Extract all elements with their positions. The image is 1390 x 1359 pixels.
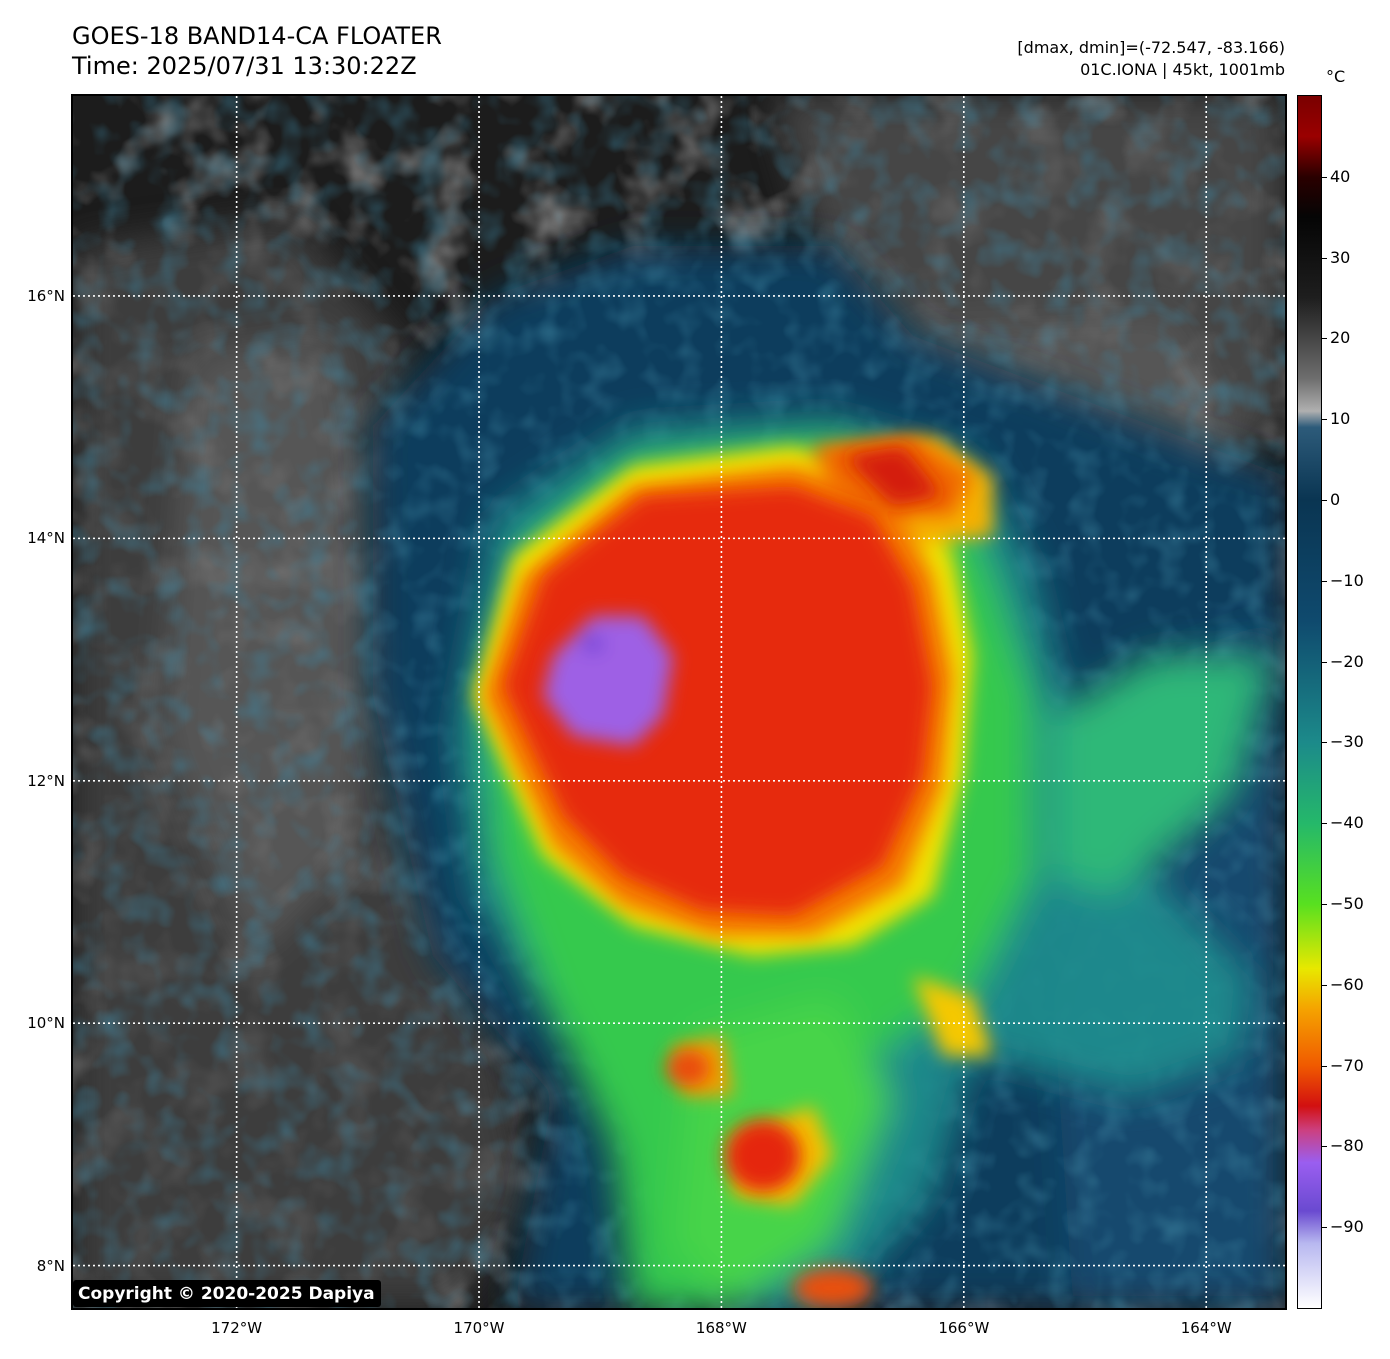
storm-info: 01C.IONA | 45kt, 1001mb (1080, 60, 1285, 79)
dmax-dmin-readout: [dmax, dmin]=(-72.547, -83.166) (1017, 38, 1285, 57)
longitude-label: 172°W (211, 1319, 263, 1337)
colorbar-label: 40 (1330, 166, 1351, 186)
colorbar-tick (1322, 1227, 1327, 1229)
colorbar-label: −80 (1330, 1136, 1364, 1156)
colorbar-label: 0 (1330, 490, 1341, 509)
colorbar-tick (1322, 823, 1327, 825)
colorbar-tick (1322, 1065, 1327, 1067)
colorbar-label: −90 (1330, 1217, 1364, 1237)
infrared-imagery (73, 96, 1285, 1308)
colorbar-tick (1322, 500, 1327, 501)
map-title: GOES-18 BAND14-CA FLOATER (72, 22, 442, 50)
colorbar-tick (1322, 580, 1327, 582)
colorbar-tick (1322, 419, 1327, 421)
latitude-label: 16°N (27, 286, 65, 305)
colorbar-label: −10 (1330, 570, 1364, 590)
colorbar-tick (1322, 1146, 1327, 1148)
colorbar-tick (1322, 661, 1327, 663)
colorbar-label: −40 (1330, 813, 1364, 833)
colorbar-tick (1322, 176, 1327, 178)
longitude-label: 170°W (453, 1319, 505, 1337)
satellite-image (71, 94, 1287, 1310)
colorbar-label: 20 (1330, 328, 1351, 348)
latitude-label: 10°N (27, 1014, 65, 1033)
longitude-label: 168°W (695, 1319, 747, 1337)
colorbar-label: 10 (1330, 409, 1351, 429)
longitude-label: 164°W (1180, 1319, 1232, 1337)
temperature-colorbar (1297, 95, 1322, 1309)
colorbar-label: 30 (1330, 247, 1351, 267)
gridlines (73, 96, 1285, 1308)
colorbar-label: −70 (1330, 1055, 1364, 1075)
colorbar-tick (1322, 984, 1327, 986)
longitude-label: 166°W (938, 1319, 990, 1337)
colorbar-label: −50 (1330, 894, 1364, 913)
colorbar-tick (1322, 338, 1327, 340)
colorbar-label: −20 (1330, 651, 1364, 671)
map-time: Time: 2025/07/31 13:30:22Z (72, 52, 417, 80)
colorbar-label: −30 (1330, 732, 1364, 752)
colorbar-label: −60 (1330, 974, 1364, 994)
latitude-label: 8°N (36, 1256, 65, 1275)
colorbar-tick (1322, 904, 1327, 905)
colorbar-unit: °C (1326, 67, 1346, 86)
latitude-label: 12°N (27, 771, 65, 790)
colorbar-tick (1322, 257, 1327, 259)
colorbar-tick (1322, 742, 1327, 744)
latitude-label: 14°N (27, 529, 65, 548)
copyright-badge: Copyright © 2020-2025 Dapiya (73, 1280, 381, 1307)
